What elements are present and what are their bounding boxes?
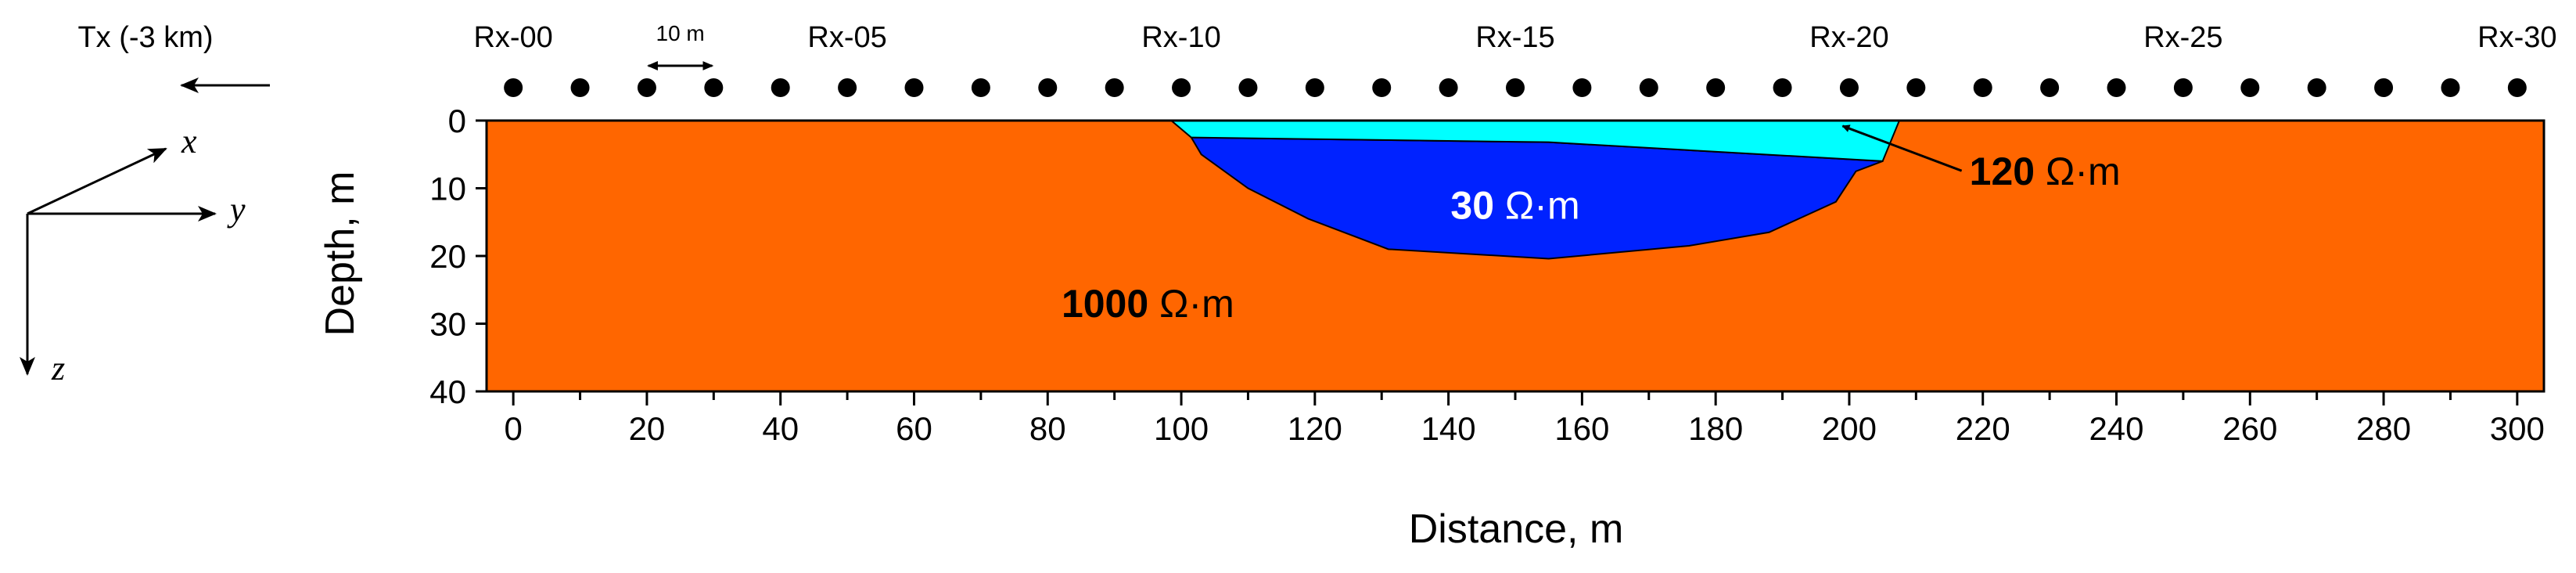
receiver-dot bbox=[1773, 78, 1792, 97]
background-resistivity-label: 1000 Ω·m bbox=[1062, 282, 1234, 326]
spacing-indicator: 10 m bbox=[646, 21, 714, 70]
receiver-dot bbox=[1906, 78, 1926, 97]
receiver-dot bbox=[704, 78, 724, 97]
receiver-dot bbox=[1105, 78, 1124, 97]
receiver-dot bbox=[2441, 78, 2460, 97]
transmitter-label: Tx (-3 km) bbox=[77, 21, 213, 54]
x-tick-label: 20 bbox=[629, 410, 666, 447]
y-axis-tick-labels: 0 10 20 30 40 bbox=[429, 103, 466, 410]
receiver-dot bbox=[2507, 78, 2527, 97]
y-axis-symbol: y bbox=[227, 190, 246, 229]
receiver-dot bbox=[570, 78, 590, 97]
receiver-label: Rx-25 bbox=[2143, 21, 2222, 54]
receiver-dot bbox=[637, 78, 656, 97]
receiver-dot bbox=[971, 78, 990, 97]
receiver-label: Rx-30 bbox=[2477, 21, 2556, 54]
receiver-dot bbox=[1706, 78, 1726, 97]
receiver-dot bbox=[2107, 78, 2126, 97]
receiver-dot bbox=[904, 78, 924, 97]
receiver-dot bbox=[2173, 78, 2193, 97]
receiver-labels: Rx-00 Rx-05 Rx-10 Rx-15 Rx-20 Rx-25 Rx-30 bbox=[473, 21, 2556, 54]
spacing-label: 10 m bbox=[656, 21, 705, 45]
receiver-dot bbox=[1839, 78, 1859, 97]
x-axis-symbol: x bbox=[181, 122, 197, 160]
z-axis-symbol: z bbox=[51, 349, 65, 387]
x-axis-ticks bbox=[512, 391, 2519, 405]
receiver-dot bbox=[1439, 78, 1458, 97]
receiver-dot bbox=[1639, 78, 1658, 97]
x-tick-label: 160 bbox=[1554, 410, 1609, 447]
receiver-dot bbox=[1572, 78, 1592, 97]
receiver-dot bbox=[1372, 78, 1392, 97]
x-tick-label: 220 bbox=[1956, 410, 2010, 447]
x-axis-label: Distance, m bbox=[1409, 506, 1624, 552]
y-tick-label: 0 bbox=[448, 103, 466, 139]
y-axis-label: Depth, m bbox=[318, 171, 363, 337]
receiver-dot bbox=[771, 78, 790, 97]
receiver-dot bbox=[1973, 78, 1992, 97]
coordinate-axes-icon: x y z bbox=[20, 122, 246, 387]
receiver-dot bbox=[838, 78, 857, 97]
receiver-label: Rx-20 bbox=[1809, 21, 1888, 54]
receiver-label: Rx-15 bbox=[1475, 21, 1554, 54]
receiver-dot bbox=[2374, 78, 2394, 97]
receiver-dot bbox=[1238, 78, 1258, 97]
receiver-dot bbox=[1506, 78, 1525, 97]
x-tick-label: 200 bbox=[1822, 410, 1877, 447]
receiver-dot bbox=[2240, 78, 2260, 97]
x-tick-label: 180 bbox=[1688, 410, 1743, 447]
receiver-dot bbox=[1038, 78, 1058, 97]
receiver-dot bbox=[2307, 78, 2326, 97]
y-tick-label: 40 bbox=[429, 373, 466, 410]
x-tick-label: 260 bbox=[2222, 410, 2277, 447]
x-tick-label: 60 bbox=[896, 410, 932, 447]
x-axis-tick-labels: 0 20 40 60 80 100 120 140 160 180 200 220 240 260 280 3… bbox=[504, 410, 2544, 447]
x-tick-label: 280 bbox=[2356, 410, 2411, 447]
x-tick-label: 80 bbox=[1029, 410, 1066, 447]
x-tick-label: 140 bbox=[1421, 410, 1476, 447]
x-tick-label: 120 bbox=[1288, 410, 1342, 447]
y-tick-label: 10 bbox=[429, 171, 466, 207]
y-tick-label: 20 bbox=[429, 238, 466, 275]
receiver-label: Rx-05 bbox=[807, 21, 886, 54]
cover-layer-resistivity-label: 120 Ω·m bbox=[1970, 150, 2121, 193]
receiver-label: Rx-00 bbox=[473, 21, 552, 54]
x-tick-label: 240 bbox=[2089, 410, 2143, 447]
x-tick-label: 100 bbox=[1154, 410, 1209, 447]
receiver-dot bbox=[1172, 78, 1191, 97]
y-tick-label: 30 bbox=[429, 306, 466, 343]
receiver-dot bbox=[1305, 78, 1324, 97]
receiver-label: Rx-10 bbox=[1141, 21, 1220, 54]
receiver-dot bbox=[2040, 78, 2060, 97]
conductive-body-resistivity-label: 30 Ω·m bbox=[1450, 183, 1579, 227]
x-tick-label: 300 bbox=[2490, 410, 2545, 447]
x-tick-label: 40 bbox=[762, 410, 799, 447]
receiver-dot bbox=[504, 78, 523, 97]
y-axis-ticks bbox=[476, 119, 487, 393]
receiver-array bbox=[504, 78, 2527, 97]
cover-layer-pointer-arrow bbox=[1841, 124, 1963, 172]
x-tick-label: 0 bbox=[504, 410, 522, 447]
